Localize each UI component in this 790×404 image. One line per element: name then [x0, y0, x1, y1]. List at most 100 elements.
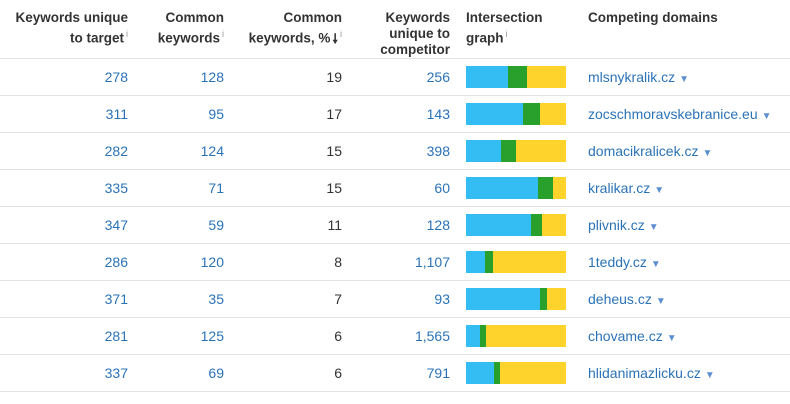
competing-domain-link[interactable]: chovame.cz [588, 328, 663, 344]
bar-segment-unique-target [466, 66, 508, 88]
competing-domain-link[interactable]: hlidanimazlicku.cz [588, 365, 701, 381]
intersection-bar [466, 66, 566, 88]
bar-segment-common [508, 66, 527, 88]
unique-to-target-link[interactable]: 286 [104, 254, 128, 270]
unique-to-target-link[interactable]: 337 [104, 365, 128, 381]
common-keywords-link[interactable]: 120 [200, 254, 224, 270]
unique-to-competitor-link[interactable]: 60 [434, 180, 450, 196]
bar-segment-unique-target [466, 251, 485, 273]
common-keywords-link[interactable]: 125 [200, 328, 224, 344]
header-common-keywords-pct[interactable]: Common keywords, % 🠗 i [232, 0, 350, 59]
info-icon[interactable]: i [505, 29, 508, 39]
common-keywords-pct: 15 [326, 180, 342, 196]
table-row: 311 95 17 143 zocschmoravskebranice.eu ▼ [0, 95, 790, 133]
unique-to-competitor-link[interactable]: 1,565 [414, 328, 450, 344]
table-row: 282 124 15 398 domacikralicek.cz ▼ [0, 132, 790, 170]
common-keywords-link[interactable]: 59 [208, 217, 224, 233]
unique-to-competitor-link[interactable]: 128 [426, 217, 450, 233]
common-keywords-link[interactable]: 128 [200, 69, 224, 85]
competing-domain-link[interactable]: mlsnykralik.cz [588, 69, 676, 85]
bar-segment-unique-competitor [547, 288, 566, 310]
unique-to-target-link[interactable]: 282 [104, 143, 128, 159]
common-keywords-link[interactable]: 95 [208, 106, 224, 122]
competing-domain-link[interactable]: 1teddy.cz [588, 254, 647, 270]
common-keywords-pct: 15 [326, 143, 342, 159]
bar-segment-common [531, 214, 542, 236]
table-row: 278 128 19 256 mlsnykralik.cz ▼ [0, 58, 790, 96]
bar-segment-unique-target [466, 362, 494, 384]
table-row: 281 125 6 1,565 chovame.cz ▼ [0, 317, 790, 355]
competing-domain-link[interactable]: deheus.cz [588, 291, 652, 307]
header-label: Competing domains [588, 10, 718, 25]
info-icon[interactable]: i [222, 29, 224, 39]
dropdown-caret-icon[interactable]: ▼ [761, 111, 772, 122]
competing-domain-link[interactable]: domacikralicek.cz [588, 143, 699, 159]
unique-to-target-link[interactable]: 311 [105, 106, 128, 122]
table-row: 335 71 15 60 kralikar.cz ▼ [0, 169, 790, 207]
common-keywords-pct: 7 [334, 291, 342, 307]
bar-segment-common [485, 251, 493, 273]
header-label: Common keywords [157, 10, 224, 46]
unique-to-target-link[interactable]: 278 [104, 69, 128, 85]
competing-domain-link[interactable]: plivnik.cz [588, 217, 645, 233]
bar-segment-common [523, 103, 540, 125]
bar-segment-common [538, 177, 553, 199]
info-icon[interactable]: i [340, 29, 342, 39]
common-keywords-link[interactable]: 124 [200, 143, 224, 159]
bar-segment-unique-competitor [516, 140, 566, 162]
bar-segment-unique-competitor [553, 177, 566, 199]
unique-to-target-link[interactable]: 347 [104, 217, 128, 233]
unique-to-competitor-link[interactable]: 256 [426, 69, 450, 85]
table-row: 337 69 6 791 hlidanimazlicku.cz ▼ [0, 354, 790, 392]
dropdown-caret-icon[interactable]: ▼ [648, 222, 659, 233]
common-keywords-pct: 6 [334, 365, 342, 381]
unique-to-target-link[interactable]: 281 [104, 328, 128, 344]
intersection-bar [466, 325, 566, 347]
bar-segment-unique-competitor [540, 103, 566, 125]
unique-to-competitor-link[interactable]: 1,107 [414, 254, 450, 270]
dropdown-caret-icon[interactable]: ▼ [650, 259, 661, 270]
header-competing-domains: Competing domains [580, 0, 790, 59]
unique-to-competitor-link[interactable]: 93 [434, 291, 450, 307]
header-label: Common keywords, % [248, 10, 342, 46]
common-keywords-link[interactable]: 71 [208, 180, 224, 196]
sort-down-arrow-icon[interactable]: 🠗 [332, 30, 338, 46]
competing-domains-table: Keywords unique to target i Common keywor… [0, 0, 790, 392]
header-label: Keywords unique to competitor [380, 10, 450, 57]
competing-domain-link[interactable]: kralikar.cz [588, 180, 651, 196]
dropdown-caret-icon[interactable]: ▼ [679, 74, 690, 85]
competing-domain-link[interactable]: zocschmoravskebranice.eu [588, 106, 758, 122]
unique-to-competitor-link[interactable]: 791 [426, 365, 450, 381]
bar-segment-common [501, 140, 516, 162]
table-row: 286 120 8 1,107 1teddy.cz ▼ [0, 243, 790, 281]
intersection-bar [466, 140, 566, 162]
common-keywords-pct: 8 [334, 254, 342, 270]
table-row: 371 35 7 93 deheus.cz ▼ [0, 280, 790, 318]
bar-segment-unique-target [466, 140, 501, 162]
unique-to-competitor-link[interactable]: 143 [426, 106, 450, 122]
common-keywords-pct: 11 [327, 217, 342, 233]
dropdown-caret-icon[interactable]: ▼ [702, 148, 713, 159]
intersection-bar [466, 362, 566, 384]
unique-to-target-link[interactable]: 335 [104, 180, 128, 196]
intersection-bar [466, 103, 566, 125]
common-keywords-pct: 19 [326, 69, 342, 85]
unique-to-target-link[interactable]: 371 [104, 291, 128, 307]
bar-segment-unique-target [466, 214, 531, 236]
common-keywords-link[interactable]: 69 [208, 365, 224, 381]
info-icon[interactable]: i [126, 29, 128, 39]
header-unique-to-target[interactable]: Keywords unique to target i [0, 0, 136, 59]
bar-segment-common [540, 288, 547, 310]
unique-to-competitor-link[interactable]: 398 [426, 143, 450, 159]
table-header-row: Keywords unique to target i Common keywor… [0, 0, 790, 59]
table-row: 347 59 11 128 plivnik.cz ▼ [0, 206, 790, 244]
bar-segment-unique-competitor [486, 325, 566, 347]
common-keywords-link[interactable]: 35 [208, 291, 224, 307]
dropdown-caret-icon[interactable]: ▼ [655, 296, 666, 307]
header-common-keywords[interactable]: Common keywords i [136, 0, 232, 59]
header-unique-to-competitor[interactable]: Keywords unique to competitor [350, 0, 458, 59]
dropdown-caret-icon[interactable]: ▼ [704, 370, 715, 381]
dropdown-caret-icon[interactable]: ▼ [666, 333, 677, 344]
bar-segment-unique-target [466, 288, 540, 310]
dropdown-caret-icon[interactable]: ▼ [654, 185, 665, 196]
